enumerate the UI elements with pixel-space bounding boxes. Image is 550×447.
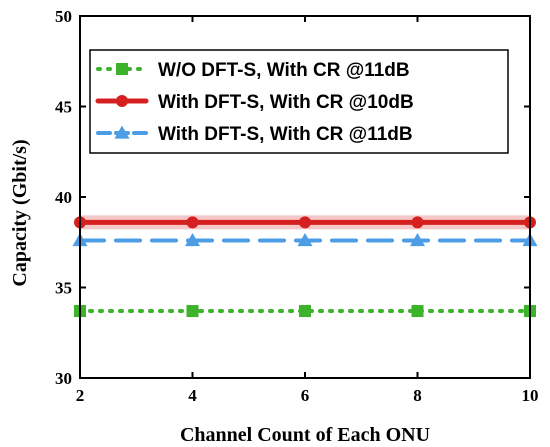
- legend-marker: [116, 63, 128, 75]
- data-point: [185, 232, 200, 247]
- y-tick-label: 30: [55, 369, 72, 388]
- x-axis-label: Channel Count of Each ONU: [180, 424, 430, 446]
- data-point: [299, 305, 311, 318]
- y-tick-label: 45: [55, 98, 72, 117]
- y-tick-label: 35: [55, 279, 72, 298]
- data-point: [411, 216, 424, 229]
- y-axis-label: Capacity (Gbit/s): [9, 139, 31, 286]
- legend-label: W/O DFT-S, With CR @11dB: [158, 60, 410, 81]
- x-tick-label: 6: [301, 386, 310, 405]
- data-point: [186, 216, 199, 229]
- data-point: [186, 305, 199, 318]
- axes: 2 4 6 8 10 30 35 40 45 50: [55, 7, 539, 405]
- legend-box: [89, 49, 509, 154]
- legend-marker: [114, 125, 130, 139]
- x-tick-label: 10: [522, 386, 539, 405]
- legend-marker: [116, 95, 128, 107]
- data-point: [410, 232, 425, 247]
- legend-label: With DFT-S, With CR @10dB: [158, 92, 414, 113]
- x-tick-label: 8: [413, 386, 422, 405]
- plot-area: [72, 215, 538, 318]
- series-2: [72, 232, 538, 247]
- x-tick-label: 2: [76, 386, 85, 405]
- series-0: [74, 305, 536, 318]
- data-point: [299, 216, 311, 229]
- data-point: [297, 232, 313, 247]
- series-1: [74, 215, 536, 230]
- y-tick-label: 40: [55, 188, 72, 207]
- y-tick-label: 50: [55, 7, 72, 26]
- data-point: [411, 305, 424, 318]
- legend-label: With DFT-S, With CR @11dB: [158, 124, 413, 145]
- legend: W/O DFT-S, With CR @11dB With DFT-S, With…: [89, 49, 509, 154]
- x-tick-label: 4: [188, 386, 197, 405]
